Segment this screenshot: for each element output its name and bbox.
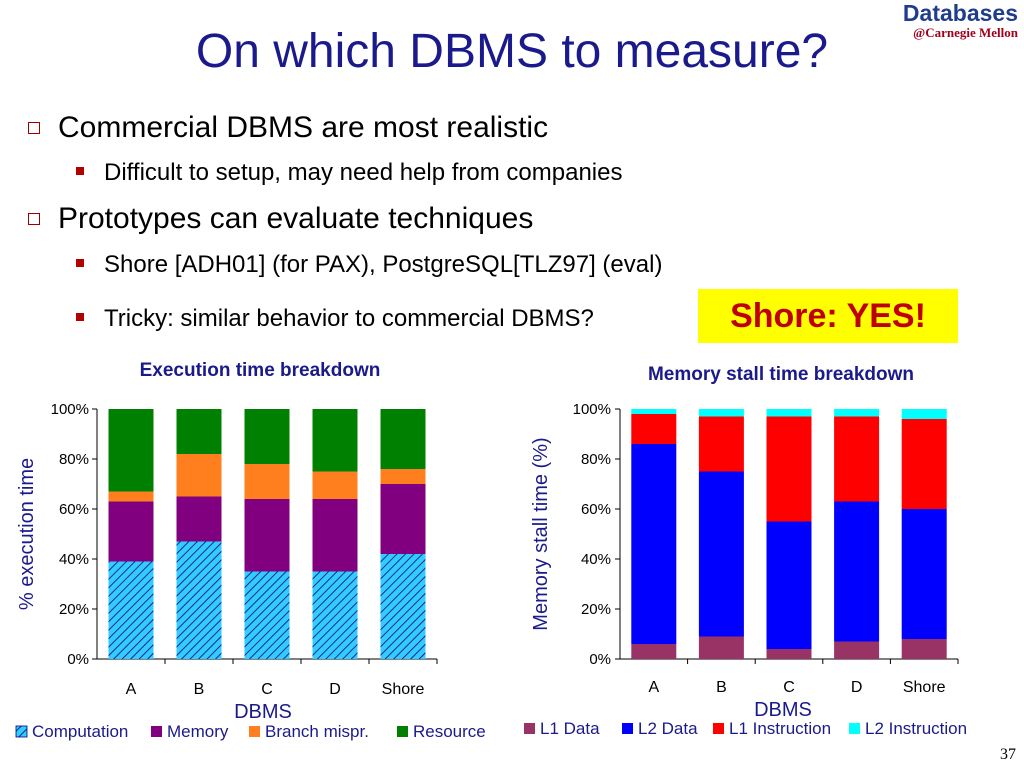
- bar-segment-branch-mispr--shore: [380, 469, 426, 484]
- bar-segment-l1-data-c: [766, 649, 812, 659]
- page-number: 37: [1000, 746, 1016, 763]
- bar-segment-l2-data-shore: [901, 509, 947, 639]
- bar-segment-computation-d: [312, 571, 358, 659]
- bar-segment-l2-instruction-d: [834, 409, 880, 417]
- bar-segment-memory-shore: [380, 484, 426, 554]
- x-category-label: D: [329, 681, 341, 698]
- bar-segment-branch-mispr--b: [176, 454, 222, 497]
- bar-segment-l1-data-b: [698, 636, 744, 659]
- bar-segment-l2-instruction-b: [698, 409, 744, 417]
- sub-bullet-difficult: Difficult to setup, may need help from c…: [75, 159, 623, 186]
- brand-subtitle: @Carnegie Mellon: [913, 25, 1018, 40]
- legend-label: Memory: [167, 722, 229, 741]
- x-category-label: C: [261, 681, 273, 698]
- y-tick-label: 40%: [581, 551, 611, 568]
- y-axis-label: % execution time: [16, 458, 38, 610]
- legend-swatch: [849, 723, 860, 734]
- x-category-label: D: [851, 679, 863, 696]
- legend-label: Branch mispr.: [265, 722, 369, 741]
- y-axis-label: Memory stall time (%): [530, 437, 552, 630]
- x-category-label: B: [194, 681, 205, 698]
- x-category-label: A: [648, 679, 659, 696]
- x-category-label: A: [126, 681, 137, 698]
- y-tick-label: 60%: [581, 501, 611, 518]
- x-category-label: C: [783, 679, 795, 696]
- chart-title: Execution time breakdown: [140, 360, 381, 381]
- bar-segment-memory-d: [312, 499, 358, 572]
- bar-segment-l2-data-b: [698, 471, 744, 637]
- bar-segment-resource-b: [176, 409, 222, 454]
- chart-title: Memory stall time breakdown: [648, 364, 914, 385]
- bar-segment-l1-data-shore: [901, 639, 947, 659]
- x-category-label: Shore: [382, 681, 425, 698]
- y-tick-label: 40%: [59, 551, 89, 568]
- legend-label: L1 Instruction: [729, 719, 831, 738]
- legend-swatch: [713, 723, 724, 734]
- y-tick-label: 80%: [59, 451, 89, 468]
- bar-segment-branch-mispr--c: [244, 464, 290, 499]
- brand-logo: Databases @Carnegie Mellon: [903, 0, 1018, 40]
- legend-label: L2 Instruction: [865, 719, 967, 738]
- bar-segment-resource-d: [312, 409, 358, 472]
- legend-label: Resource: [413, 722, 486, 741]
- y-tick-label: 20%: [59, 601, 89, 618]
- bar-segment-resource-c: [244, 409, 290, 464]
- legend-swatch: [622, 723, 633, 734]
- bar-segment-memory-a: [108, 501, 154, 562]
- x-category-label: B: [716, 679, 727, 696]
- bar-segment-computation-a: [108, 561, 154, 659]
- bar-segment-l2-instruction-shore: [901, 409, 947, 419]
- x-axis-label: DBMS: [754, 699, 812, 721]
- bar-segment-resource-a: [108, 409, 154, 492]
- bar-segment-l1-data-d: [834, 641, 880, 659]
- x-axis-label: DBMS: [234, 701, 292, 723]
- y-tick-label: 100%: [51, 401, 89, 418]
- y-tick-label: 60%: [59, 501, 89, 518]
- legend-swatch: [15, 725, 28, 738]
- bar-segment-branch-mispr--d: [312, 471, 358, 499]
- bar-segment-l2-data-a: [631, 444, 677, 644]
- bar-segment-resource-shore: [380, 409, 426, 469]
- callout-shore-yes: Shore: YES!: [698, 289, 958, 343]
- bullet-list: Commercial DBMS are most realistic Diffi…: [0, 0, 1024, 360]
- bullet-prototypes: Prototypes can evaluate techniques: [27, 202, 534, 235]
- bar-segment-l2-data-c: [766, 521, 812, 649]
- bar-segment-computation-b: [176, 541, 222, 659]
- brand-name: Databases: [902, 0, 1018, 26]
- y-tick-label: 20%: [581, 601, 611, 618]
- bar-segment-l1-instruction-a: [631, 414, 677, 444]
- bar-segment-memory-b: [176, 496, 222, 542]
- legend-swatch: [249, 726, 260, 737]
- chart-execution-time: Execution time breakdown 0% 20% 40% 60% 80% 10…: [15, 360, 486, 741]
- bar-segment-l2-instruction-a: [631, 409, 677, 414]
- bullet-commercial: Commercial DBMS are most realistic: [27, 111, 549, 144]
- legend-label: L1 Data: [540, 719, 600, 738]
- bar-segment-computation-c: [244, 571, 290, 659]
- legend-label: Computation: [32, 722, 128, 741]
- bar-segment-l1-instruction-d: [834, 416, 880, 502]
- bar-segment-l1-instruction-c: [766, 416, 812, 522]
- bar-segment-l1-instruction-b: [698, 416, 744, 472]
- y-tick-label: 0%: [67, 651, 89, 668]
- bar-segment-l1-data-a: [631, 644, 677, 659]
- bar-segment-l1-instruction-shore: [901, 419, 947, 509]
- legend-swatch: [151, 726, 162, 737]
- bar-segment-computation-shore: [380, 554, 426, 659]
- x-category-label: Shore: [903, 679, 946, 696]
- y-tick-label: 100%: [573, 401, 611, 418]
- bar-segment-l2-data-d: [834, 501, 880, 642]
- bar-segment-branch-mispr--a: [108, 491, 154, 502]
- bar-segment-memory-c: [244, 499, 290, 572]
- bar-segment-l2-instruction-c: [766, 409, 812, 417]
- y-tick-label: 0%: [589, 651, 611, 668]
- slide-title: On which DBMS to measure?: [195, 25, 829, 78]
- y-tick-label: 80%: [581, 451, 611, 468]
- legend-swatch: [524, 723, 535, 734]
- legend-swatch: [397, 726, 408, 737]
- sub-bullet-shore: Shore [ADH01] (for PAX), PostgreSQL[TLZ9…: [75, 251, 663, 278]
- legend-label: L2 Data: [638, 719, 698, 738]
- chart-memory-stall: Memory stall time breakdown 0% 20% 40% 60% 80…: [524, 364, 967, 738]
- sub-bullet-tricky: Tricky: similar behavior to commercial D…: [76, 305, 594, 332]
